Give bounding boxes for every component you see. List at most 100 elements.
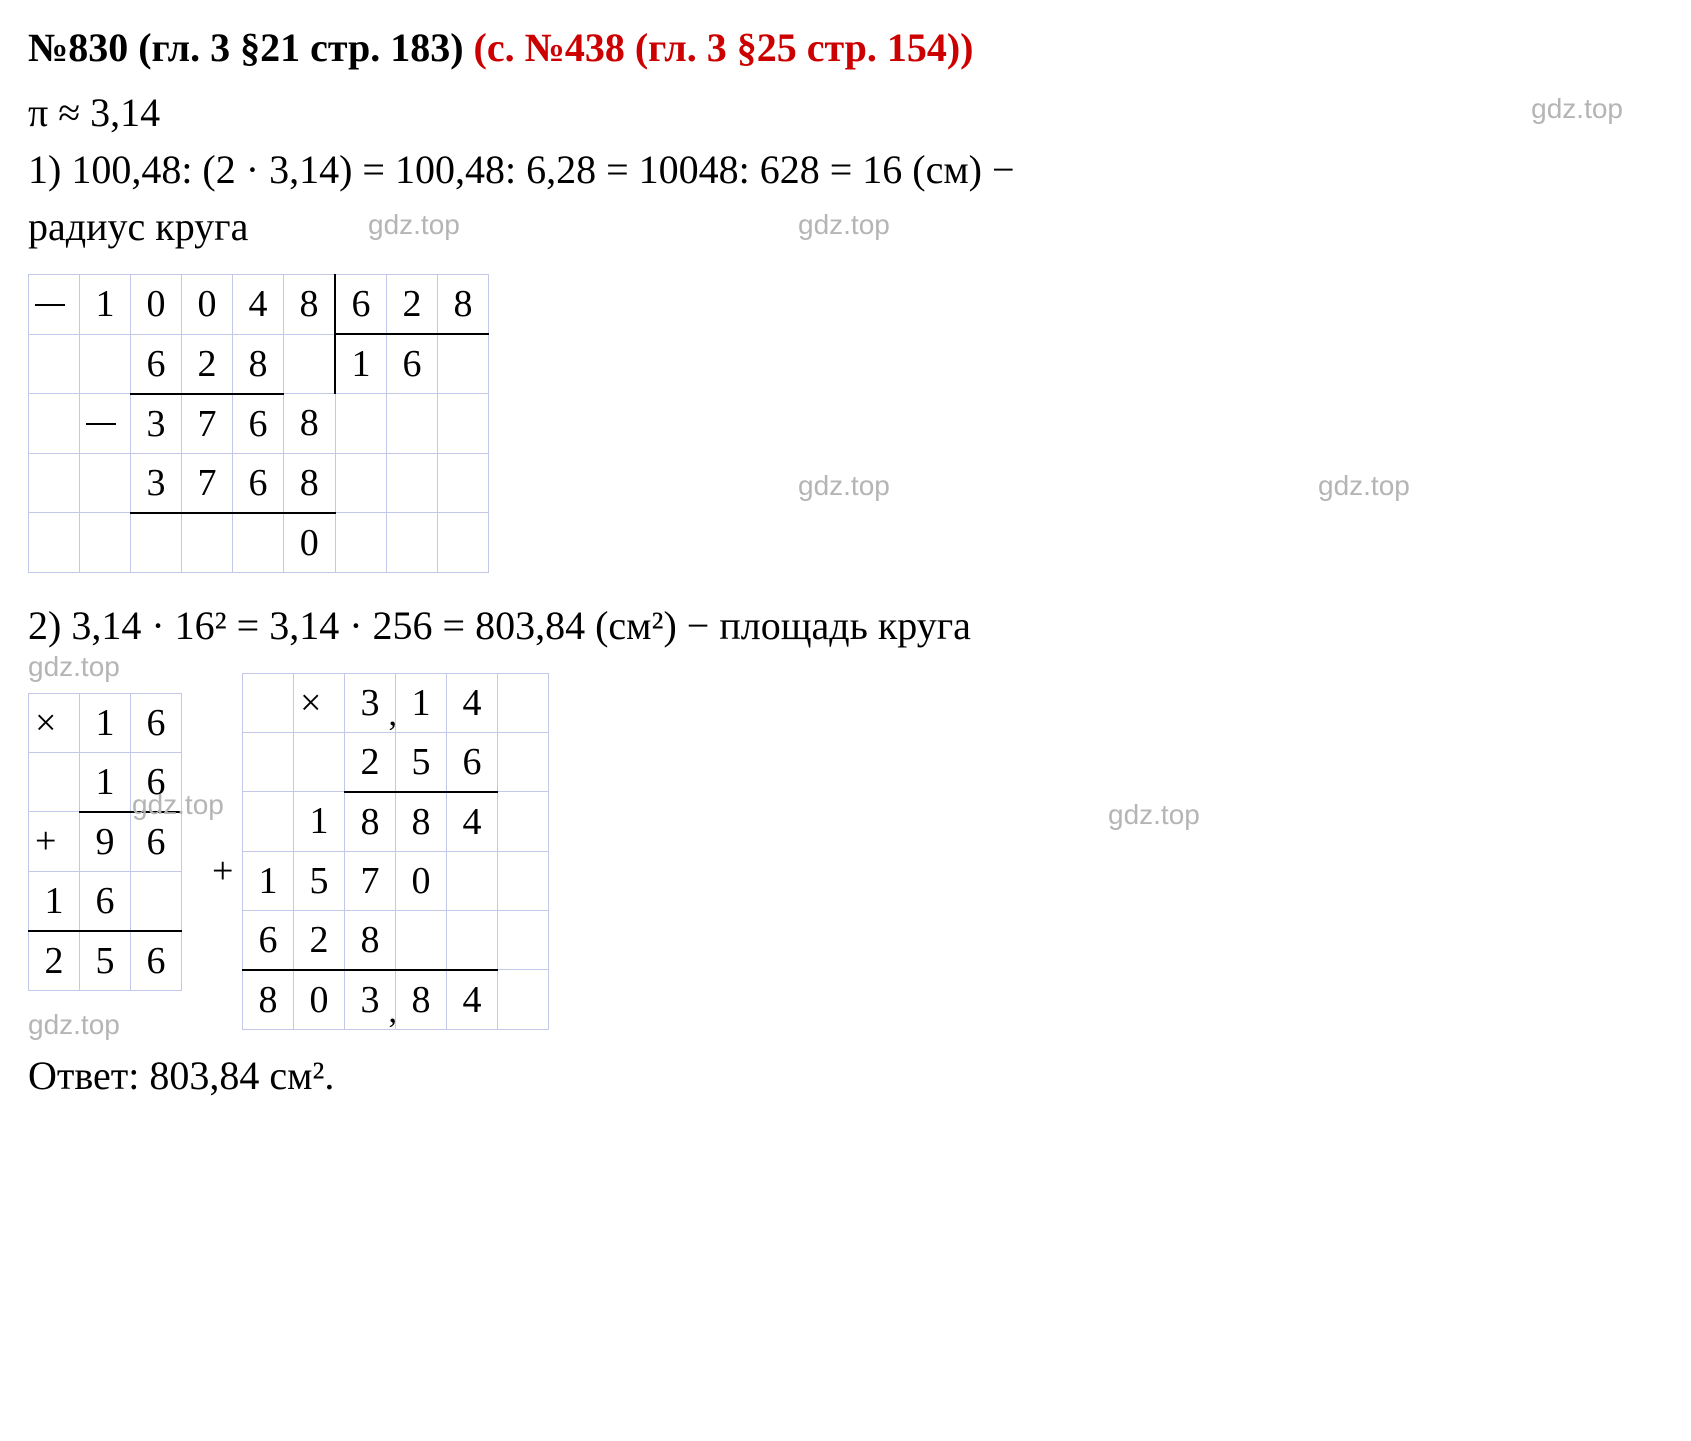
cell (498, 851, 549, 910)
cell: 8 (284, 275, 336, 335)
cell (447, 910, 498, 970)
cell (243, 673, 294, 732)
pi-approx-line: π ≈ 3,14 gdz.top (28, 89, 1663, 136)
cell (284, 334, 336, 394)
cell (335, 453, 387, 513)
cell: 7 (345, 851, 396, 910)
cell (29, 513, 80, 573)
cell: 2 (387, 275, 438, 335)
cell (498, 910, 549, 970)
cell: 1 (396, 673, 447, 732)
cell (387, 394, 438, 454)
table-row: 8 0 3 8 4 (243, 970, 549, 1030)
table-row: 3 7 6 8 (29, 453, 489, 513)
cell (243, 732, 294, 792)
cell: 6 (447, 732, 498, 792)
cell (80, 453, 131, 513)
long-division-block: 1 0 0 4 8 6 2 8 6 2 8 1 6 3 7 6 8 3 7 6 … (28, 260, 489, 587)
cell: 6 (243, 910, 294, 970)
cell (335, 394, 387, 454)
watermark: gdz.top (1108, 799, 1200, 831)
problem-title: №830 (гл. 3 §21 стр. 183) (с. №438 (гл. … (28, 24, 1663, 71)
times-op (29, 693, 80, 752)
table-row: 2 5 6 (29, 931, 182, 991)
step2-text: 2) 3,14 · 16² = 3,14 · 256 = 803,84 (см²… (28, 603, 971, 648)
minus-op (29, 275, 80, 335)
watermark: gdz.top (368, 209, 460, 241)
mult-row: gdz.top 1 6 1 6 9 6 1 6 (28, 659, 1663, 1044)
step1b-line: радиус круга gdz.top gdz.top (28, 203, 1663, 250)
table-row: 6 2 8 1 6 (29, 334, 489, 394)
step1-line: 1) 100,48: (2 · 3,14) = 100,48: 6,28 = 1… (28, 146, 1663, 193)
cell (498, 792, 549, 852)
plus-prefix: + (212, 849, 233, 893)
cell (29, 453, 80, 513)
cell (80, 513, 131, 573)
watermark: gdz.top (132, 789, 224, 821)
cell (438, 513, 489, 573)
cell: 8 (396, 970, 447, 1030)
cell: 8 (345, 910, 396, 970)
cell: 7 (182, 453, 233, 513)
cell (387, 513, 438, 573)
cell (233, 513, 284, 573)
cell: 8 (438, 275, 489, 335)
watermark: gdz.top (28, 651, 120, 683)
table-row: 1 6 (29, 693, 182, 752)
cell: 8 (284, 394, 336, 454)
minus-op (80, 394, 131, 454)
cell: 8 (233, 334, 284, 394)
answer-line: Ответ: 803,84 см². (28, 1052, 1663, 1099)
plus-op (29, 812, 80, 872)
mult1-grid: 1 6 1 6 9 6 1 6 2 5 6 (28, 693, 182, 991)
times-op (294, 673, 345, 732)
cell: 1 (29, 871, 80, 931)
cell: 6 (387, 334, 438, 394)
table-row: 1 8 8 4 (243, 792, 549, 852)
watermark: gdz.top (1531, 93, 1623, 125)
step1-text: 1) 100,48: (2 · 3,14) = 100,48: 6,28 = 1… (28, 147, 1015, 192)
cell: 5 (80, 931, 131, 991)
cell (396, 910, 447, 970)
cell: 2 (294, 910, 345, 970)
answer-text: Ответ: 803,84 см². (28, 1053, 334, 1098)
cell: 1 (243, 851, 294, 910)
cell: 4 (447, 673, 498, 732)
pi-text: π ≈ 3,14 (28, 90, 160, 135)
cell: 4 (447, 792, 498, 852)
mult2-block: 3 1 4 2 5 6 1 8 8 4 1 (242, 659, 549, 1044)
cell: 5 (294, 851, 345, 910)
title-black: №830 (гл. 3 §21 стр. 183) (28, 25, 474, 70)
cell (438, 394, 489, 454)
cell: 8 (345, 792, 396, 852)
cell (498, 970, 549, 1030)
cell: 7 (182, 394, 233, 454)
cell: 8 (396, 792, 447, 852)
table-row: 0 (29, 513, 489, 573)
cell: 2 (182, 334, 233, 394)
cell: 1 (335, 334, 387, 394)
cell (438, 334, 489, 394)
cell (387, 453, 438, 513)
step2-line: 2) 3,14 · 16² = 3,14 · 256 = 803,84 (см²… (28, 602, 1663, 649)
table-row: 6 2 8 (243, 910, 549, 970)
cell: 3 (345, 673, 396, 732)
cell (131, 871, 182, 931)
division-grid: 1 0 0 4 8 6 2 8 6 2 8 1 6 3 7 6 8 3 7 6 … (28, 274, 489, 573)
table-row: 3 7 6 8 (29, 394, 489, 454)
watermark: gdz.top (1318, 470, 1410, 502)
cell (294, 732, 345, 792)
cell: 2 (29, 931, 80, 991)
step1b-text: радиус круга (28, 204, 248, 249)
cell (29, 334, 80, 394)
watermark: gdz.top (28, 1009, 120, 1041)
cell: 8 (284, 453, 336, 513)
cell: 1 (294, 792, 345, 852)
cell: 3 (345, 970, 396, 1030)
cell: 5 (396, 732, 447, 792)
cell: 9 (80, 812, 131, 872)
cell (498, 732, 549, 792)
mult2-grid: 3 1 4 2 5 6 1 8 8 4 1 (242, 673, 549, 1030)
cell: 0 (396, 851, 447, 910)
cell: 6 (131, 334, 182, 394)
